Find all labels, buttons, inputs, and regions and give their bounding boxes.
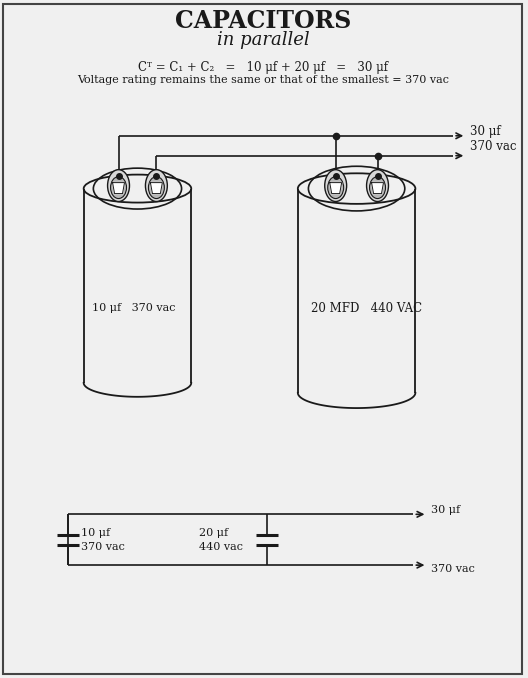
Ellipse shape bbox=[325, 170, 347, 201]
Text: 370 vac: 370 vac bbox=[81, 542, 125, 552]
Ellipse shape bbox=[145, 170, 167, 201]
Text: Voltage rating remains the same or that of the smallest = 370 vac: Voltage rating remains the same or that … bbox=[77, 75, 449, 85]
Text: Cᵀ = C₁ + C₂   =   10 μf + 20 μf   =   30 μf: Cᵀ = C₁ + C₂ = 10 μf + 20 μf = 30 μf bbox=[138, 61, 388, 74]
Polygon shape bbox=[112, 182, 125, 194]
Ellipse shape bbox=[110, 177, 127, 199]
Text: 30 μf: 30 μf bbox=[431, 505, 460, 515]
Ellipse shape bbox=[370, 177, 385, 199]
Text: in parallel: in parallel bbox=[216, 31, 309, 49]
Text: 30 μf: 30 μf bbox=[470, 125, 501, 138]
Text: 10 μf: 10 μf bbox=[81, 527, 110, 538]
Text: 20 μf: 20 μf bbox=[199, 527, 228, 538]
Ellipse shape bbox=[108, 170, 129, 201]
Text: 370 vac: 370 vac bbox=[431, 564, 475, 574]
Text: CAPACITORS: CAPACITORS bbox=[175, 9, 351, 33]
Text: 370 vac: 370 vac bbox=[470, 140, 517, 153]
Text: 20 MFD   440 VAC: 20 MFD 440 VAC bbox=[311, 302, 422, 315]
Text: 440 vac: 440 vac bbox=[199, 542, 243, 552]
Ellipse shape bbox=[328, 177, 344, 199]
Ellipse shape bbox=[366, 170, 389, 201]
Polygon shape bbox=[150, 182, 163, 194]
Polygon shape bbox=[372, 182, 383, 194]
Ellipse shape bbox=[148, 177, 164, 199]
Polygon shape bbox=[329, 182, 342, 194]
Text: 10 μf   370 vac: 10 μf 370 vac bbox=[92, 303, 175, 313]
